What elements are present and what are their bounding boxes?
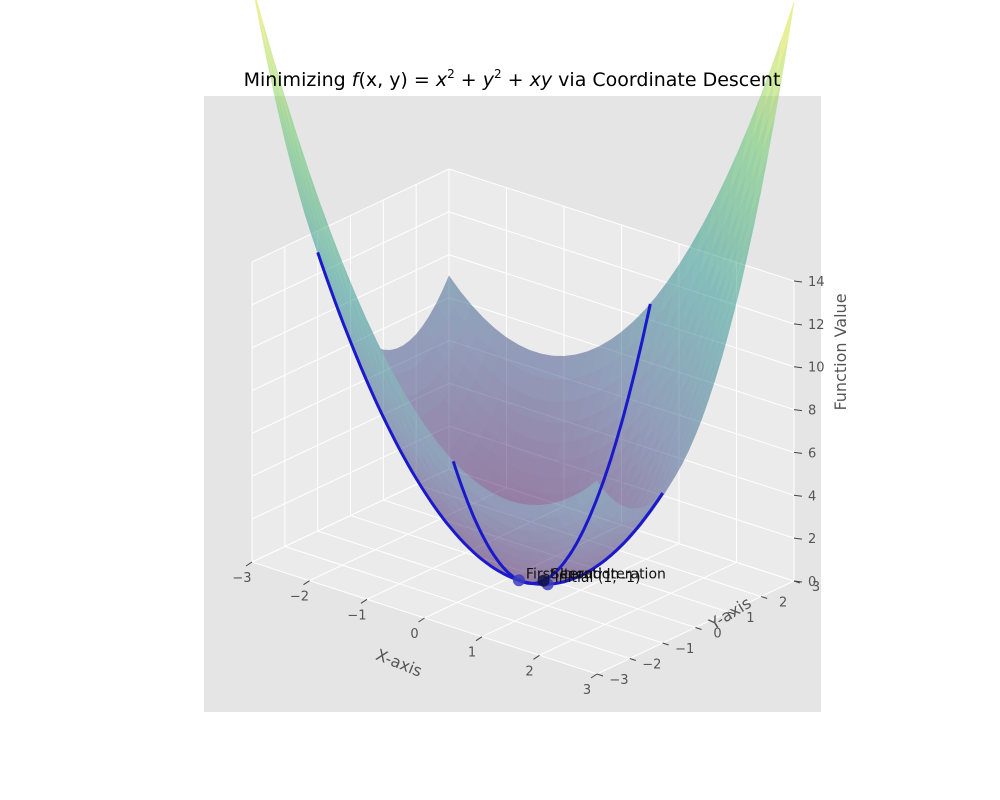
y-tick-mark bbox=[761, 596, 768, 599]
x-tick-mark bbox=[360, 598, 368, 604]
title-math-x: x bbox=[435, 69, 448, 91]
y-tick-mark bbox=[662, 642, 669, 646]
z-tick-label: 6 bbox=[808, 446, 816, 461]
y-tick-label: −2 bbox=[642, 658, 661, 673]
z-tick-mark bbox=[793, 580, 803, 583]
title-math-y: y bbox=[482, 69, 495, 91]
iteration-label: Second Iteration bbox=[551, 567, 666, 583]
y-tick-label: 3 bbox=[812, 580, 820, 595]
grid-line bbox=[284, 546, 630, 659]
x-tick-mark bbox=[533, 654, 540, 660]
y-tick-label: −1 bbox=[675, 642, 694, 657]
grid-line bbox=[448, 211, 795, 325]
chart-title: Minimizing f(x, y) = x2 + y2 + xy via Co… bbox=[244, 67, 781, 91]
title-sup-x: 2 bbox=[447, 67, 455, 81]
x-tick-label: 3 bbox=[583, 683, 591, 698]
x-tick-label: 1 bbox=[468, 646, 476, 661]
z-tick-mark bbox=[793, 366, 803, 369]
y-tick-mark bbox=[596, 673, 604, 677]
z-tick-mark bbox=[793, 323, 803, 326]
x-tick-mark bbox=[245, 561, 253, 567]
title-math-xy: xy bbox=[529, 69, 553, 91]
descent-path-line bbox=[316, 251, 664, 586]
title-plus-2: + bbox=[502, 69, 530, 91]
x-tick-label: 0 bbox=[410, 627, 418, 642]
iteration-marker bbox=[537, 574, 550, 587]
y-tick-mark bbox=[695, 627, 702, 630]
descent-path-line bbox=[451, 303, 652, 585]
title-math-f: f bbox=[352, 69, 362, 91]
y-tick-mark bbox=[728, 611, 735, 615]
y-tick-label: −3 bbox=[609, 673, 628, 688]
z-tick-label: 14 bbox=[808, 275, 825, 290]
descent-path bbox=[316, 251, 664, 586]
y-tick-label: 1 bbox=[746, 611, 754, 626]
x-tick-label: −3 bbox=[232, 571, 251, 586]
z-tick-label: 0 bbox=[808, 575, 816, 590]
x-tick-label: −1 bbox=[347, 608, 366, 623]
z-tick-mark bbox=[793, 280, 803, 283]
function-surface bbox=[254, 0, 795, 586]
grid-line bbox=[448, 254, 795, 368]
title-suffix: via Coordinate Descent bbox=[552, 69, 780, 91]
grid-line bbox=[251, 168, 450, 263]
title-math-args: (x, y) = bbox=[358, 69, 435, 91]
title-sup-y: 2 bbox=[494, 67, 502, 81]
x-tick-label: −2 bbox=[290, 590, 309, 605]
title-plus-1: + bbox=[455, 69, 483, 91]
y-tick-mark bbox=[629, 658, 636, 661]
x-tick-mark bbox=[590, 673, 598, 679]
z-tick-mark bbox=[793, 409, 803, 412]
z-tick-label: 8 bbox=[808, 404, 816, 419]
x-tick-mark bbox=[475, 636, 483, 642]
iteration-label: Initial (1, -1) bbox=[555, 570, 641, 586]
z-axis-label: Function Value bbox=[831, 293, 850, 410]
grid-line bbox=[317, 530, 663, 644]
z-tick-mark bbox=[793, 494, 803, 497]
y-tick-label: 2 bbox=[779, 596, 787, 611]
title-prefix: Minimizing bbox=[244, 69, 352, 91]
z-tick-label: 10 bbox=[808, 361, 825, 376]
z-tick-mark bbox=[793, 537, 803, 540]
x-tick-mark bbox=[303, 580, 310, 586]
z-tick-mark bbox=[793, 451, 803, 454]
iteration-label: First Iteration bbox=[526, 566, 619, 582]
z-tick-label: 12 bbox=[808, 318, 825, 333]
y-tick-label: 0 bbox=[713, 627, 721, 642]
x-tick-label: 2 bbox=[525, 664, 533, 679]
z-tick-label: 4 bbox=[808, 489, 816, 504]
iteration-marker bbox=[512, 574, 525, 587]
surface-patch bbox=[585, 480, 605, 500]
x-tick-mark bbox=[418, 617, 425, 623]
grid-line bbox=[251, 211, 450, 306]
z-tick-label: 2 bbox=[808, 532, 816, 547]
grid-line bbox=[251, 468, 450, 563]
